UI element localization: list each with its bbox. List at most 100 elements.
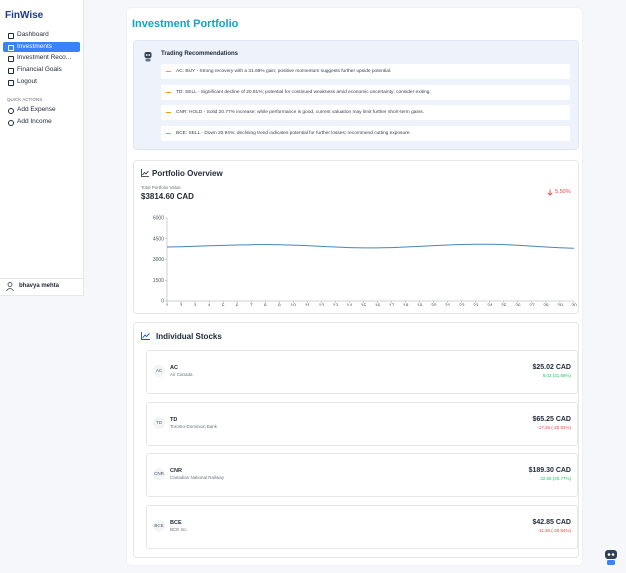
brand: FinWise [5, 10, 44, 21]
stock-avatar: CNR [153, 468, 165, 480]
avatar-text: TD [156, 419, 162, 425]
x-tick-label: 23 [473, 304, 479, 307]
nav-item[interactable]: Logout [3, 77, 80, 87]
rec-title: Trading Recommendations [161, 51, 239, 57]
rec-text: CNR: HOLD - Solid 20.77% increase; while… [176, 110, 424, 116]
x-tick-label: 5 [222, 304, 225, 307]
recommendations: Trading Recommendations AC: BUY - Strong… [133, 40, 579, 150]
x-tick-label: 4 [208, 304, 211, 307]
stock-change: -11.35 (-20.94%) [537, 528, 571, 534]
stock-avatar: AC [153, 365, 165, 377]
stock-name: Air Canada [170, 372, 193, 377]
divider [0, 278, 83, 279]
x-tick-label: 16 [375, 304, 381, 307]
avatar-text: BCE [154, 522, 164, 528]
x-tick-label: 26 [515, 304, 521, 307]
stock-price: $189.30 CAD [528, 467, 571, 474]
stock-price: $42.85 CAD [532, 518, 571, 526]
rec-item: CNR: HOLD - Solid 20.77% increase; while… [161, 105, 570, 121]
portfolio-card: Portfolio Overview Total Portfolio Value… [133, 160, 579, 314]
y-tick-label: 1500 [153, 278, 164, 284]
stock-name: Canadian National Railway [170, 475, 225, 480]
stock-change: 32.55 (20.77%) [539, 476, 571, 482]
x-tick-label: 3 [194, 304, 197, 307]
stock-avatar: BCE [153, 519, 165, 532]
stock-price: $65.25 CAD [532, 415, 571, 423]
y-tick-label: 4500 [153, 236, 164, 242]
down-arrow [547, 189, 553, 196]
section-title: Portfolio Overview [152, 169, 223, 178]
action-label[interactable]: Add Expense [17, 106, 56, 113]
rec-text: BCE: SELL - Down 20.94%; declining trend… [176, 131, 411, 137]
avatar-text: AC [155, 368, 163, 373]
change-text: -17.25 (-20.81%) [537, 424, 571, 430]
nav-label[interactable]: Investments [17, 42, 53, 50]
rec-item: BCE: SELL - Down 20.94%; declining trend… [161, 126, 570, 142]
nav-label[interactable]: Investment Reco... [17, 54, 72, 62]
x-tick-label: 15 [361, 304, 367, 307]
x-tick-label: 8 [264, 304, 267, 307]
x-tick-label: 7 [250, 304, 253, 307]
x-tick-label: 24 [487, 304, 493, 307]
stocks-card: Individual Stocks AC AC Air Canada $25.02 C… [133, 322, 579, 558]
stock-name: Toronto-Dominion Bank [170, 423, 218, 429]
section-title: QUICK ACTIONS [7, 97, 43, 102]
x-tick-label: 22 [459, 304, 465, 307]
stock-row[interactable]: AC AC Air Canada $25.02 CAD 6.02 (31.68%) [146, 350, 578, 394]
rec-item: TD: SELL - Significant decline of 20.81%… [161, 84, 570, 100]
stock-row[interactable]: CNR CNR Canadian National Railway $189.30 C… [146, 453, 578, 497]
nav-item[interactable]: Financial Goals [3, 65, 80, 75]
nav-label[interactable]: Dashboard [17, 31, 49, 38]
x-tick-label: 25 [501, 304, 507, 307]
nav-label[interactable]: Logout [17, 77, 37, 85]
x-tick-label: 17 [389, 304, 395, 307]
robot-icon [144, 52, 152, 62]
rec-text: TD: SELL - Significant decline of 20.81%… [176, 89, 431, 95]
nav-label[interactable]: Financial Goals [17, 66, 62, 74]
total-label: Total Portfolio Value [141, 185, 181, 190]
stock-row[interactable]: TD TD Toronto-Dominion Bank $65.25 CAD -17.2… [146, 401, 578, 446]
total-change: 5.50% [555, 189, 571, 195]
x-tick-label: 27 [529, 304, 535, 307]
x-tick-label: 21 [445, 304, 451, 307]
stock-change: 6.02 (31.68%) [542, 373, 571, 379]
x-tick-label: 19 [417, 304, 423, 307]
x-tick-label: 14 [347, 304, 353, 307]
nav-item[interactable]: Investment Reco... [3, 53, 80, 63]
stock-symbol: BCE [170, 519, 182, 526]
x-tick-label: 13 [333, 304, 339, 307]
action-label[interactable]: Add Income [17, 117, 52, 125]
change-text: 32.55 (20.77%) [540, 476, 571, 481]
stock-symbol: CNR [170, 468, 182, 474]
nav-item[interactable]: Investments [3, 41, 80, 52]
avatar-text: CNR [154, 471, 164, 476]
y-tick-label: 0 [161, 299, 164, 305]
assistant-button[interactable] [603, 548, 619, 566]
x-tick-label: 29 [557, 304, 563, 307]
user-icon [6, 282, 14, 291]
rec-item: AC: BUY - Strong recovery with a 31.68% … [161, 64, 570, 79]
user-name[interactable]: bhavya mehta [19, 283, 60, 289]
x-tick-label: 28 [543, 304, 549, 307]
x-tick-label: 18 [403, 304, 409, 307]
x-tick-label: 1 [166, 304, 169, 307]
nav-item[interactable]: Dashboard [3, 30, 80, 40]
x-tick-label: 20 [431, 304, 437, 307]
chart-icon [141, 169, 149, 177]
change-text: -11.35 (-20.94%) [537, 527, 571, 533]
line [166, 243, 575, 249]
stock-price: $25.02 CAD [532, 364, 571, 371]
y-tick-label: 6000 [153, 216, 164, 222]
quick-action[interactable]: Add Expense [3, 105, 80, 115]
stock-avatar: TD [153, 416, 165, 429]
x-tick-label: 6 [236, 304, 239, 307]
x-tick-label: 11 [305, 304, 310, 307]
x-tick-label: 2 [180, 304, 183, 307]
stock-row[interactable]: BCE BCE BCE Inc. $42.85 CAD -11.35 (-20.94%) [146, 504, 578, 549]
page-title: Investment Portfolio [132, 18, 239, 30]
x-tick-label: 10 [291, 304, 297, 307]
rec-text: AC: BUY - Strong recovery with a 31.68% … [176, 69, 392, 74]
quick-action[interactable]: Add Income [3, 117, 80, 127]
section-title: Individual Stocks [156, 332, 222, 341]
